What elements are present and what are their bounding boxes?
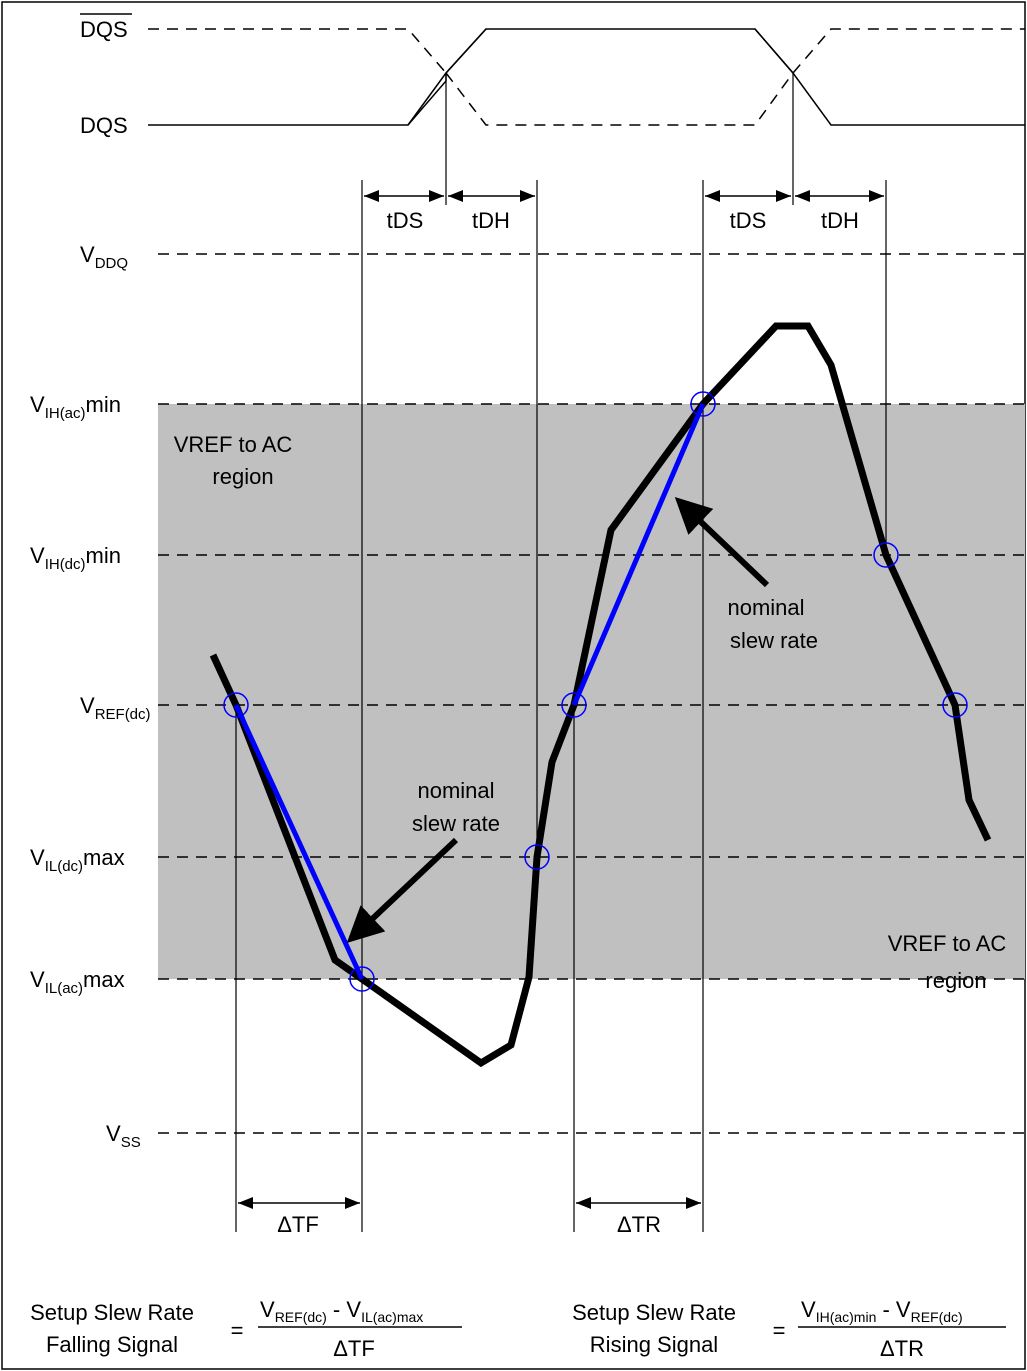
cross-vilac-falling	[349, 966, 375, 992]
formula-rising-name-2: Rising Signal	[590, 1332, 718, 1357]
nominal-slew-rising	[571, 403, 706, 706]
tds-2-label: tDS	[730, 208, 767, 233]
vih-dc-label: VIH(dc)min	[30, 543, 121, 573]
formula-falling-name-1: Setup Slew Rate	[30, 1300, 194, 1325]
nominal-slew-falling	[233, 703, 365, 981]
timing-lines	[235, 73, 887, 1232]
vil-ac-label: VIL(ac)max	[30, 967, 125, 997]
vref-label: VREF(dc)	[80, 693, 151, 723]
nominal-slew-upper-arrow	[674, 497, 770, 588]
formula-falling-equals: =	[231, 1318, 244, 1343]
vddq-label: VDDQ	[80, 242, 128, 272]
formula-falling-denominator: ΔTF	[333, 1336, 375, 1361]
cross-vref-falling-2	[942, 692, 968, 718]
cross-vihdc-falling	[873, 542, 899, 568]
dqs-bar-dashed-2	[792, 28, 1025, 74]
dqs-bar-label: DQS	[80, 17, 128, 42]
formula-falling-name-2: Falling Signal	[46, 1332, 178, 1357]
formula-rising-denominator: ΔTR	[880, 1336, 924, 1361]
tds-1-label: tDS	[387, 208, 424, 233]
dqs-rise-1	[148, 28, 487, 126]
cross-vref-falling	[223, 692, 249, 718]
formula-rising-name-1: Setup Slew Rate	[572, 1300, 736, 1325]
reference-levels	[158, 253, 1025, 1134]
formula-rising-equals: =	[773, 1318, 786, 1343]
region-upper-line2: region	[212, 464, 273, 489]
region-lower-line1: VREF to AC	[888, 931, 1007, 956]
formula-rising-numerator: VIH(ac)min - VREF(dc)	[801, 1297, 963, 1325]
vil-dc-label: VIL(dc)max	[30, 845, 125, 875]
nominal-slew-lower-line2: slew rate	[412, 811, 500, 836]
cross-vref-rising	[561, 692, 587, 718]
nominal-slew-lower-arrow	[346, 837, 459, 943]
cross-vihac-rising	[690, 391, 716, 417]
nominal-slew-lower-line1: nominal	[417, 778, 494, 803]
region-lower-line2: region	[925, 968, 986, 993]
dqs-bar-dashed-1	[148, 28, 447, 74]
formula-falling-numerator: VREF(dc) - VIL(ac)max	[260, 1297, 423, 1325]
region-upper-line1: VREF to AC	[174, 432, 293, 457]
cross-vildc-rising	[524, 844, 550, 870]
strobe-waveforms	[148, 28, 1025, 126]
vih-ac-label: VIH(ac)min	[30, 392, 121, 422]
tdh-1-label: tDH	[472, 208, 510, 233]
formula-falling: Setup Slew Rate Falling Signal = VREF(dc…	[30, 1297, 462, 1361]
formula-rising: Setup Slew Rate Rising Signal = VIH(ac)m…	[572, 1297, 1006, 1361]
timing-arrows	[238, 190, 884, 1209]
dqs-label: DQS	[80, 113, 128, 138]
nominal-slew-upper-line1: nominal	[727, 595, 804, 620]
tdh-2-label: tDH	[821, 208, 859, 233]
delta-tr-label: ΔTR	[617, 1212, 661, 1237]
dqs-fall	[754, 28, 1025, 126]
vss-label: VSS	[106, 1121, 141, 1151]
nominal-slew-upper-line2: slew rate	[730, 628, 818, 653]
vref-to-ac-region	[158, 404, 1025, 979]
dqs-dashed-low	[445, 72, 794, 126]
dqs-rise-seg	[407, 72, 447, 126]
crossing-points	[223, 391, 968, 992]
dqs-bar-solid	[445, 28, 794, 74]
delta-tf-label: ΔTF	[277, 1212, 319, 1237]
